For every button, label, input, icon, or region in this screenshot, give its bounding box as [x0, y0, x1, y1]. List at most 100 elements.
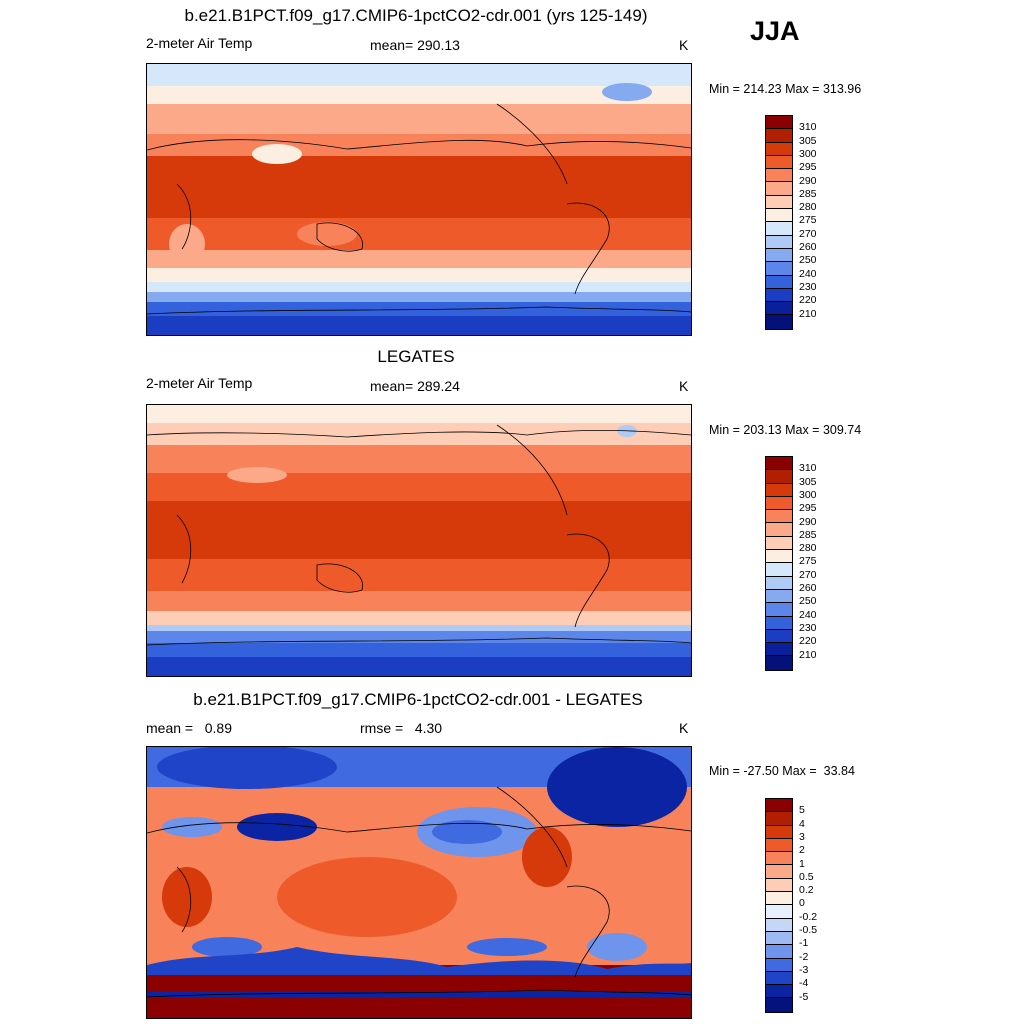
colorbar-tick-label: 220: [799, 635, 817, 648]
colorbar-tick-label: -5: [799, 990, 809, 1003]
colorbar-tick-label: 285: [799, 187, 817, 200]
colorbar-swatch: [766, 129, 792, 143]
colorbar-tick-label: 300: [799, 488, 817, 501]
panel2-title: LEGATES: [377, 347, 455, 366]
colorbar-swatch: [766, 142, 792, 156]
colorbar-swatch: [766, 550, 792, 564]
panel3-mean-label: mean = 0.89: [146, 720, 233, 736]
colorbar-swatch: [766, 945, 792, 959]
colorbar-tick-label: 290: [799, 174, 817, 187]
colorbar-tick-label: 4: [799, 817, 805, 830]
colorbar-tick-label: 310: [799, 121, 817, 134]
colorbar-swatch: [766, 905, 792, 919]
colorbar-tick-label: 1: [799, 857, 805, 870]
colorbar-tick-label: 300: [799, 147, 817, 160]
colorbar-tick-label: 250: [799, 595, 817, 608]
panel3-title: b.e21.B1PCT.f09_g17.CMIP6-1pctCO2-cdr.00…: [193, 690, 643, 709]
colorbar-tick-label: 3: [799, 830, 805, 843]
panel3-minmax-label: Min = -27.50 Max = 33.84: [709, 764, 855, 778]
colorbar-tick-label: 250: [799, 254, 817, 267]
colorbar-tick-label: 260: [799, 241, 817, 253]
colorbar-swatch: [766, 656, 792, 670]
colorbar-swatch: [766, 195, 792, 210]
colorbar-tick-label: 305: [799, 134, 817, 147]
colorbar-tick-label: 270: [799, 227, 817, 240]
panel2-mean-label: mean= 289.24: [370, 378, 460, 394]
colorbar-swatch: [766, 470, 792, 484]
panel1-minmax-label: Min = 214.23 Max = 313.96: [709, 82, 862, 96]
colorbar-swatch: [766, 457, 792, 471]
colorbar-tick-label: 0.2: [799, 884, 814, 897]
colorbar-tick-label: 240: [799, 267, 817, 280]
panel3-units-label: K: [679, 720, 689, 736]
colorbar-swatch: [766, 536, 792, 551]
panel1-map: [146, 63, 692, 336]
colorbar-swatch: [766, 315, 792, 329]
colorbar-swatch: [766, 616, 792, 630]
colorbar-swatch: [766, 576, 792, 590]
colorbar-swatch: [766, 275, 792, 289]
colorbar-tick-label: 230: [799, 621, 817, 634]
colorbar-tick-label: 275: [799, 214, 817, 227]
colorbar-tick-label: 280: [799, 542, 817, 555]
colorbar-tick-label: -4: [799, 977, 809, 990]
panel2-map: [146, 404, 692, 677]
colorbar-tick-label: 5: [799, 804, 805, 817]
colorbar-tick-label: -0.2: [799, 910, 818, 923]
panel2-minmax-label: Min = 203.13 Max = 309.74: [709, 423, 862, 437]
colorbar-swatch: [766, 235, 792, 249]
colorbar-swatch: [766, 169, 792, 183]
panel2-units-label: K: [679, 378, 689, 394]
panel1-title: b.e21.B1PCT.f09_g17.CMIP6-1pctCO2-cdr.00…: [184, 6, 648, 25]
colorbar-tick-label: 0: [799, 897, 805, 910]
colorbar-tick-label: 280: [799, 201, 817, 214]
colorbar-swatch: [766, 931, 792, 946]
colorbar-swatch: [766, 116, 792, 130]
colorbar-tick-label: 0.5: [799, 870, 814, 883]
colorbar-swatch: [766, 563, 792, 577]
panel3-map: [146, 746, 692, 1019]
colorbar-swatch: [766, 483, 792, 497]
colorbar-swatch: [766, 799, 792, 813]
colorbar-swatch: [766, 496, 792, 511]
colorbar-swatch: [766, 852, 792, 866]
panel3-colorbar: [765, 798, 793, 1013]
colorbar-tick-label: 310: [799, 462, 817, 475]
colorbar-swatch: [766, 629, 792, 644]
colorbar-tick-label: 2: [799, 844, 805, 857]
colorbar-swatch: [766, 878, 792, 893]
colorbar-tick-label: 270: [799, 568, 817, 581]
panel2-variable-label: 2-meter Air Temp: [146, 375, 253, 391]
colorbar-swatch: [766, 998, 792, 1012]
colorbar-swatch: [766, 182, 792, 196]
colorbar-tick-label: 285: [799, 528, 817, 541]
colorbar-swatch: [766, 958, 792, 972]
colorbar-tick-label: 210: [799, 648, 817, 661]
colorbar-swatch: [766, 643, 792, 657]
panel1-units-label: K: [679, 37, 689, 53]
colorbar-swatch: [766, 603, 792, 617]
colorbar-tick-label: -3: [799, 963, 809, 976]
colorbar-tick-label: -1: [799, 937, 809, 950]
colorbar-swatch: [766, 918, 792, 932]
colorbar-tick-label: 210: [799, 307, 817, 320]
colorbar-tick-label: -2: [799, 950, 809, 963]
colorbar-tick-label: 295: [799, 502, 817, 515]
colorbar-tick-label: 290: [799, 515, 817, 528]
colorbar-swatch: [766, 262, 792, 276]
colorbar-swatch: [766, 248, 792, 263]
colorbar-tick-label: 240: [799, 608, 817, 621]
colorbar-swatch: [766, 825, 792, 839]
colorbar-tick-label: 260: [799, 582, 817, 594]
colorbar-swatch: [766, 155, 792, 170]
colorbar-tick-label: -0.5: [799, 924, 818, 936]
colorbar-tick-label: 295: [799, 161, 817, 174]
colorbar-swatch: [766, 865, 792, 879]
colorbar-swatch: [766, 812, 792, 826]
panel3-rmse-label: rmse = 4.30: [360, 720, 443, 736]
colorbar-swatch: [766, 302, 792, 316]
colorbar-swatch: [766, 523, 792, 537]
colorbar-swatch: [766, 985, 792, 999]
colorbar-swatch: [766, 288, 792, 303]
colorbar-tick-label: 275: [799, 555, 817, 568]
